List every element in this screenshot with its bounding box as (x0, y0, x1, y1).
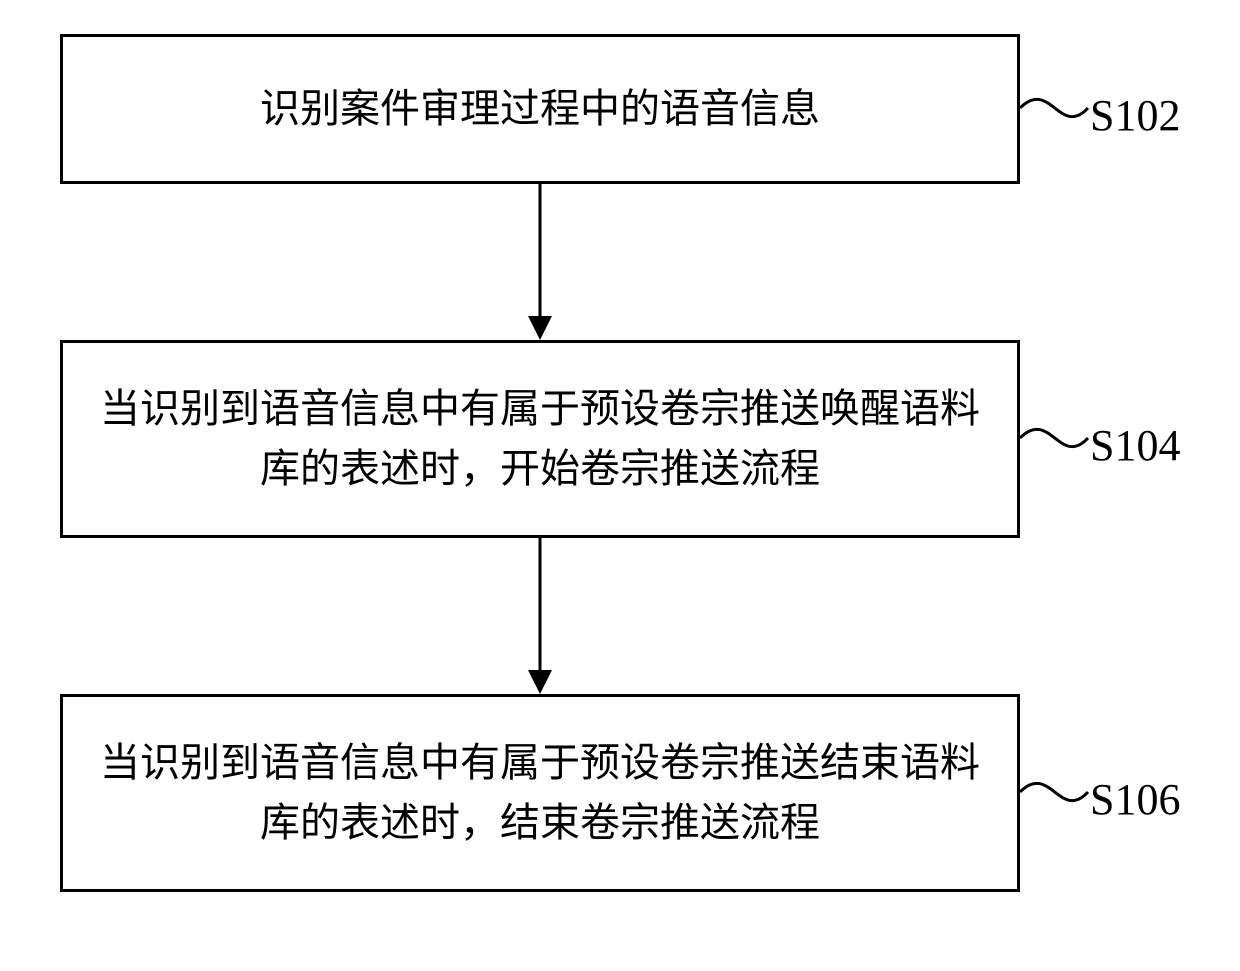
label-connector-3 (0, 0, 1240, 971)
flowchart-container: 识别案件审理过程中的语音信息 S102 当识别到语音信息中有属于预设卷宗推送唤醒… (0, 0, 1240, 971)
